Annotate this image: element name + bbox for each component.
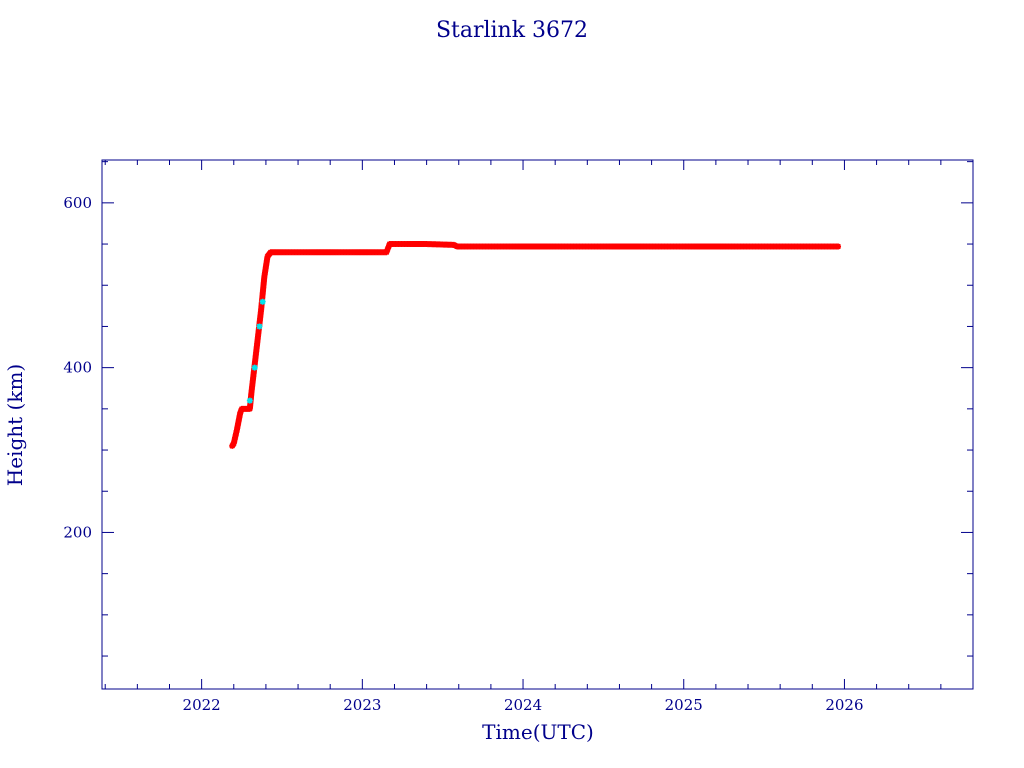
x-axis: 2022 2023 2024 2025 2026 [104, 160, 974, 714]
data-point [835, 243, 842, 250]
chart-title: Starlink 3672 [436, 18, 588, 43]
x-tick-label: 2026 [825, 696, 863, 714]
y-axis: 200 400 600 [63, 161, 973, 657]
x-tick-label: 2025 [665, 696, 703, 714]
series-highlight [246, 298, 266, 404]
data-point [251, 364, 258, 371]
y-axis-label: Height (km) [3, 364, 27, 486]
y-tick-label: 600 [63, 194, 92, 212]
plot-area [229, 241, 842, 449]
plot-frame [101, 159, 974, 690]
x-tick-label: 2023 [343, 696, 381, 714]
y-tick-label: 400 [63, 359, 92, 377]
series-main [229, 241, 842, 449]
data-point [256, 323, 263, 330]
x-axis-label: Time(UTC) [482, 720, 594, 744]
x-tick-label: 2024 [504, 696, 542, 714]
y-tick-label: 200 [63, 523, 92, 541]
x-tick-label: 2022 [183, 696, 221, 714]
data-point [246, 397, 253, 404]
data-point [259, 298, 266, 305]
